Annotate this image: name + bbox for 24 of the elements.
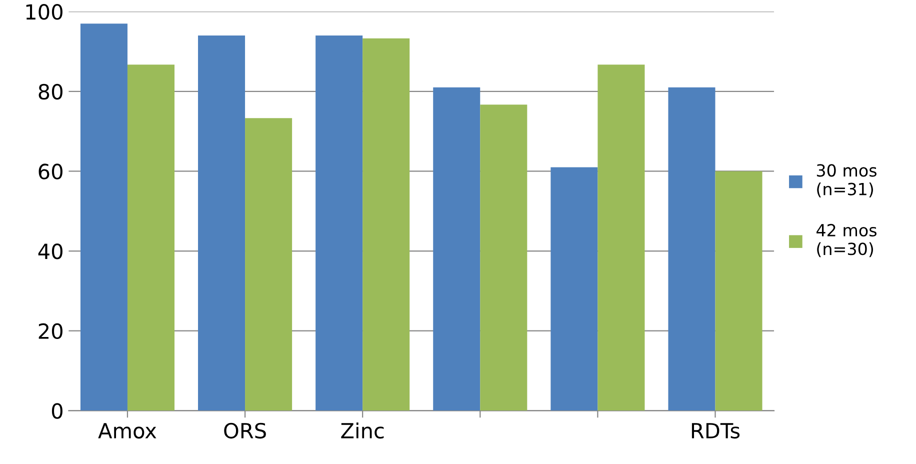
bar bbox=[80, 24, 128, 411]
x-tick-label: RDTs bbox=[692, 423, 740, 439]
x-tick-label: Amox bbox=[98, 423, 156, 439]
bar bbox=[668, 87, 716, 411]
x-tick-label: ORS bbox=[224, 422, 266, 439]
y-tick-label: 20 bbox=[38, 323, 62, 340]
legend-label: 42 mos (n=30) bbox=[816, 224, 876, 258]
bar bbox=[598, 64, 645, 411]
y-tick-label: 100 bbox=[26, 4, 62, 20]
y-tick-label: 40 bbox=[38, 243, 62, 260]
bar bbox=[362, 38, 410, 411]
bar bbox=[245, 118, 292, 411]
bar bbox=[198, 36, 246, 411]
bar bbox=[715, 171, 762, 411]
bar bbox=[433, 87, 480, 411]
y-tick-label: 80 bbox=[38, 84, 62, 100]
y-tick-label: 0 bbox=[52, 403, 62, 419]
y-tick-label: 60 bbox=[38, 164, 62, 180]
legend-label: 30 mos (n=31) bbox=[816, 164, 876, 198]
bar bbox=[127, 64, 174, 411]
bar bbox=[550, 167, 598, 411]
bar bbox=[480, 104, 528, 411]
bar bbox=[316, 36, 363, 411]
x-tick-label: Zinc bbox=[341, 422, 384, 439]
